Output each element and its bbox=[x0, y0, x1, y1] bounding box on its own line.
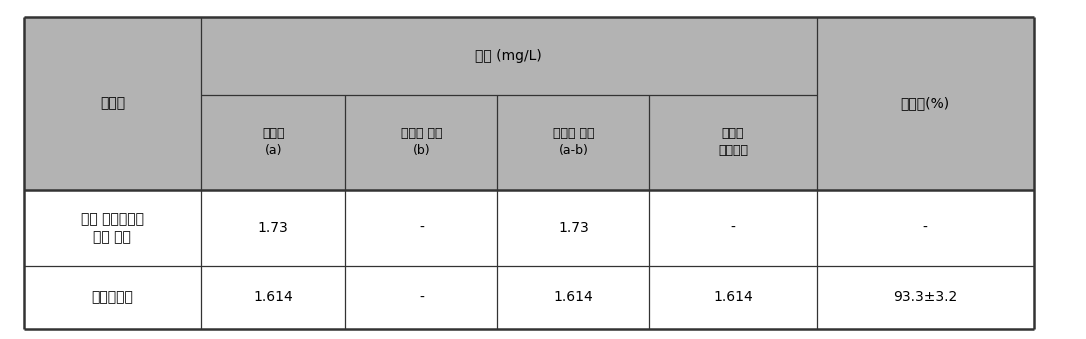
Bar bbox=[345, 190, 497, 266]
Text: 주입 나노물질의
표준 농도: 주입 나노물질의 표준 농도 bbox=[80, 212, 144, 244]
Bar bbox=[345, 266, 497, 329]
Bar bbox=[817, 190, 1034, 266]
Bar bbox=[817, 266, 1034, 329]
Bar bbox=[201, 266, 345, 329]
Text: 1.614: 1.614 bbox=[554, 291, 593, 304]
Text: 제품명: 제품명 bbox=[100, 96, 125, 111]
Text: 1.614: 1.614 bbox=[714, 291, 753, 304]
Text: -: - bbox=[731, 221, 735, 235]
Bar bbox=[24, 17, 201, 190]
Bar bbox=[345, 95, 497, 190]
Bar bbox=[201, 17, 817, 95]
Text: 93.3±3.2: 93.3±3.2 bbox=[893, 291, 958, 304]
Text: 전함량
분석결과: 전함량 분석결과 bbox=[718, 127, 748, 157]
Bar bbox=[24, 266, 201, 329]
Text: -: - bbox=[419, 291, 424, 304]
Text: 입자상 함량
(a-b): 입자상 함량 (a-b) bbox=[553, 127, 594, 157]
Text: 전함량
(a): 전함량 (a) bbox=[262, 127, 285, 157]
Text: 1.73: 1.73 bbox=[558, 221, 589, 235]
Bar bbox=[649, 190, 817, 266]
Text: 회수율(%): 회수율(%) bbox=[900, 96, 950, 111]
Text: -: - bbox=[923, 221, 927, 235]
Bar bbox=[201, 95, 345, 190]
Bar bbox=[201, 190, 345, 266]
Text: 1.614: 1.614 bbox=[253, 291, 293, 304]
Text: 용존상 함량
(b): 용존상 함량 (b) bbox=[401, 127, 442, 157]
Bar bbox=[817, 17, 1034, 190]
Bar bbox=[24, 190, 201, 266]
Text: 바탕시험액: 바탕시험액 bbox=[91, 291, 134, 304]
Bar bbox=[497, 266, 649, 329]
Bar bbox=[497, 95, 649, 190]
Text: 1.73: 1.73 bbox=[257, 221, 289, 235]
Text: -: - bbox=[419, 221, 424, 235]
Bar bbox=[649, 95, 817, 190]
Bar bbox=[649, 266, 817, 329]
Bar bbox=[497, 190, 649, 266]
Text: 농도 (mg/L): 농도 (mg/L) bbox=[476, 49, 542, 63]
